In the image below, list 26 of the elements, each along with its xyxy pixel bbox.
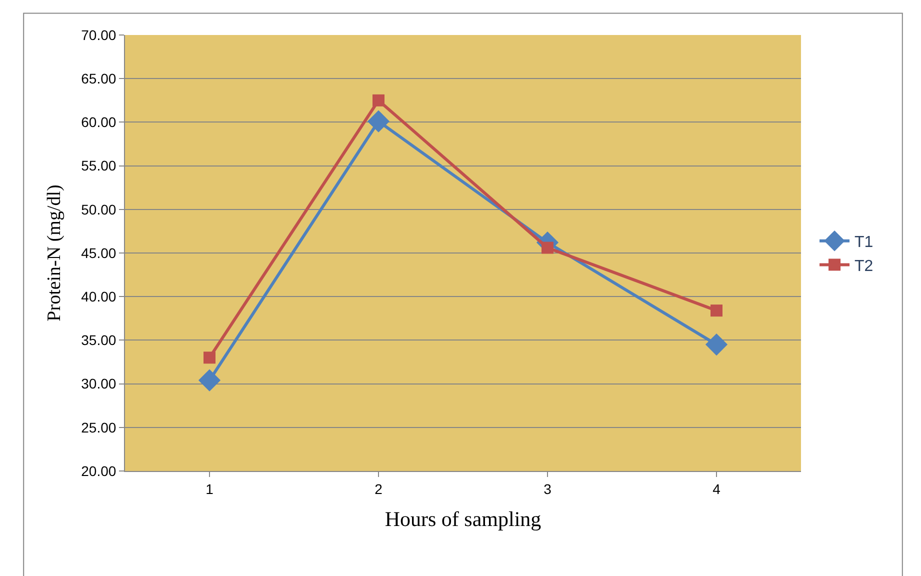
y-tick-label: 25.00 [81,419,116,436]
point [542,242,554,254]
y-tick-label: 50.00 [81,201,116,218]
point [705,334,728,356]
point [372,94,384,106]
y-tick-label: 40.00 [81,288,116,304]
y-tick-label: 60.00 [81,114,116,130]
x-tick-label: 4 [712,480,721,497]
y-tick-label: 70.00 [81,26,116,43]
y-tick-label: 65.00 [81,70,116,86]
y-tick-label: 35.00 [81,332,116,348]
y-tick-label: 30.00 [81,376,116,392]
x-axis-title: Hours of sampling [384,507,542,531]
point [198,369,221,392]
y-tick-label: 20.00 [81,462,116,479]
y-tick-label: 45.00 [81,244,116,261]
x-tick-label: 3 [544,480,552,497]
y-axis-title: Protein-N (mg/dl) [44,184,66,322]
legend-label: T1 [854,234,874,252]
legend-label: T2 [854,258,874,275]
point [710,304,722,317]
y-tick-label: 55.00 [81,158,116,174]
point [204,352,216,364]
point [367,110,390,132]
x-tick-label: 2 [374,480,383,497]
x-tick-label: 1 [206,480,214,497]
